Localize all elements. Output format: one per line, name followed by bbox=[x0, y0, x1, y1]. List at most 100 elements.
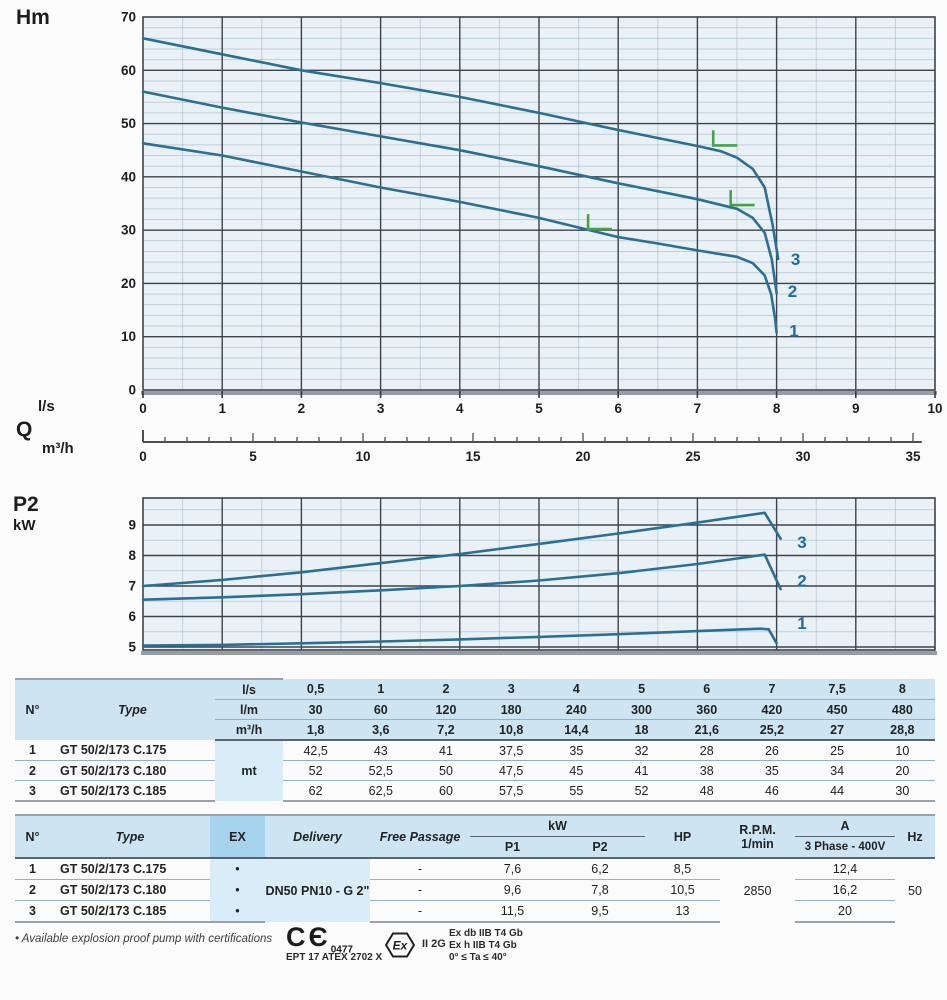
p2-axis-title: P2 bbox=[13, 493, 39, 516]
cell: 20 bbox=[869, 760, 935, 781]
cell: 55 bbox=[543, 780, 609, 802]
q-axis-title: Q bbox=[16, 418, 33, 441]
delivery-value: DN50 PN10 - G 2" bbox=[265, 858, 370, 922]
p2-header: P2 bbox=[555, 836, 645, 859]
cell: 42,5 bbox=[283, 740, 349, 761]
table-row: 3 GT 50/2/173 C.185 • - 11,5 9,5 13 20 bbox=[15, 900, 935, 923]
cell: 21,6 bbox=[674, 719, 740, 741]
cell: 7,5 bbox=[804, 679, 870, 700]
amps-value: 20 bbox=[795, 900, 895, 923]
cell: 240 bbox=[543, 699, 609, 720]
kw-axis-title: kW bbox=[13, 517, 36, 534]
hz-header: Hz bbox=[895, 814, 935, 859]
svg-text:25: 25 bbox=[685, 449, 701, 464]
cell: 28,8 bbox=[869, 719, 935, 741]
hz-value: 50 bbox=[908, 883, 922, 898]
cell: 34 bbox=[804, 760, 870, 781]
svg-text:9: 9 bbox=[852, 401, 860, 416]
svg-text:60: 60 bbox=[121, 63, 136, 78]
row-number: 3 bbox=[15, 900, 50, 923]
atex-certificate-number: EPT 17 ATEX 2702 X bbox=[286, 952, 383, 963]
cell: 62,5 bbox=[348, 780, 414, 802]
pump-type: GT 50/2/173 C.175 bbox=[50, 858, 210, 880]
cell: 44 bbox=[804, 780, 870, 802]
cell: 120 bbox=[413, 699, 479, 720]
table-row: 3 GT 50/2/173 C.185 62 62,5 60 57,5 55 52 48 46… bbox=[15, 780, 935, 802]
unit-row-m3h: m³/h 1,8 3,6 7,2 10,8 14,4 18 21,6 25,2 27 28,8 bbox=[15, 719, 935, 741]
cell: 450 bbox=[804, 699, 870, 720]
rpm-header: R.P.M. 1/min bbox=[720, 814, 795, 859]
cell: 420 bbox=[739, 699, 805, 720]
cell: 32 bbox=[608, 740, 675, 761]
p2-value: 6,2 bbox=[555, 858, 645, 880]
svg-text:3: 3 bbox=[791, 250, 800, 269]
cell: 180 bbox=[478, 699, 544, 720]
svg-text:2: 2 bbox=[298, 401, 306, 416]
cell: 1 bbox=[348, 679, 414, 700]
cell: 25 bbox=[804, 740, 870, 761]
cell: 30 bbox=[283, 699, 349, 720]
cell: 1,8 bbox=[283, 719, 349, 741]
ratings-table: N° Type EX Delivery Free Passage kW HP R… bbox=[15, 814, 935, 923]
svg-text:20: 20 bbox=[121, 276, 136, 291]
svg-text:2: 2 bbox=[797, 572, 806, 591]
svg-text:1: 1 bbox=[218, 401, 226, 416]
ex-dot: • bbox=[210, 858, 265, 880]
p1-header: P1 bbox=[470, 836, 555, 859]
cell: 52 bbox=[283, 760, 349, 781]
ex-line: 0° ≤ Ta ≤ 40° bbox=[449, 952, 507, 963]
unit-ls: l/s bbox=[215, 678, 284, 700]
cell: 41 bbox=[608, 760, 675, 781]
cell: 46 bbox=[739, 780, 805, 802]
p1-value: 7,6 bbox=[470, 858, 555, 880]
hm-axis-title: Hm bbox=[16, 6, 50, 29]
cell: 38 bbox=[674, 760, 740, 781]
table-row: 1 GT 50/2/173 C.175 • DN50 PN10 - G 2" -… bbox=[15, 858, 935, 922]
ex-marking-lines: Ex db IIB T4 Gb Ex h IIB T4 Gb 0° ≤ Ta ≤… bbox=[449, 928, 523, 964]
cell: 360 bbox=[674, 699, 740, 720]
unit-row-lm: l/m 30 60 120 180 240 300 360 420 450 480 bbox=[15, 699, 935, 720]
cell: 18 bbox=[608, 719, 675, 741]
cell: 5 bbox=[608, 679, 675, 700]
svg-text:10: 10 bbox=[121, 329, 136, 344]
cell: 57,5 bbox=[478, 780, 544, 802]
svg-text:50: 50 bbox=[121, 116, 136, 131]
row-number: 1 bbox=[15, 858, 50, 880]
table-row: 2 GT 50/2/173 C.180 • - 9,6 7,8 10,5 16,… bbox=[15, 879, 935, 901]
unit-m3h: m³/h bbox=[215, 719, 284, 741]
cell: 60 bbox=[348, 699, 414, 720]
svg-text:4: 4 bbox=[456, 401, 464, 416]
svg-text:10: 10 bbox=[927, 401, 942, 416]
cell: 14,4 bbox=[543, 719, 609, 741]
cell: 48 bbox=[674, 780, 740, 802]
row-number: 2 bbox=[15, 760, 50, 781]
ex-line: Ex h IIB T4 Gb bbox=[449, 940, 517, 951]
ce-mark-icon: CЄ0477 bbox=[286, 922, 353, 956]
free-passage-value: - bbox=[370, 879, 470, 901]
p2-value: 9,5 bbox=[555, 900, 645, 923]
hp-value: 10,5 bbox=[645, 879, 720, 901]
svg-text:5: 5 bbox=[128, 639, 136, 654]
cell: 26 bbox=[739, 740, 805, 761]
svg-text:40: 40 bbox=[121, 169, 136, 184]
unit-mt: mt bbox=[215, 740, 284, 801]
svg-text:10: 10 bbox=[355, 449, 370, 464]
cell: 35 bbox=[543, 740, 609, 761]
cell: 43 bbox=[348, 740, 414, 761]
ce-number: 0477 bbox=[330, 944, 353, 956]
cell: 7 bbox=[739, 679, 805, 700]
svg-text:15: 15 bbox=[465, 449, 481, 464]
unit-row-ls: N° Type l/s 0,5 1 2 3 4 5 6 7 7,5 8 bbox=[15, 678, 935, 740]
svg-text:2: 2 bbox=[788, 282, 797, 301]
pump-type: GT 50/2/173 C.185 bbox=[50, 780, 216, 802]
cell: 35 bbox=[739, 760, 805, 781]
cell: 25,2 bbox=[739, 719, 805, 741]
hp-header: HP bbox=[645, 814, 720, 859]
rpm-value: 2850 bbox=[743, 883, 772, 898]
svg-text:30: 30 bbox=[121, 223, 136, 238]
cell: 60 bbox=[413, 780, 479, 802]
cell: 480 bbox=[869, 699, 935, 720]
cell: 37,5 bbox=[478, 740, 544, 761]
kw-header: kW bbox=[470, 814, 645, 837]
svg-text:3: 3 bbox=[377, 401, 385, 416]
